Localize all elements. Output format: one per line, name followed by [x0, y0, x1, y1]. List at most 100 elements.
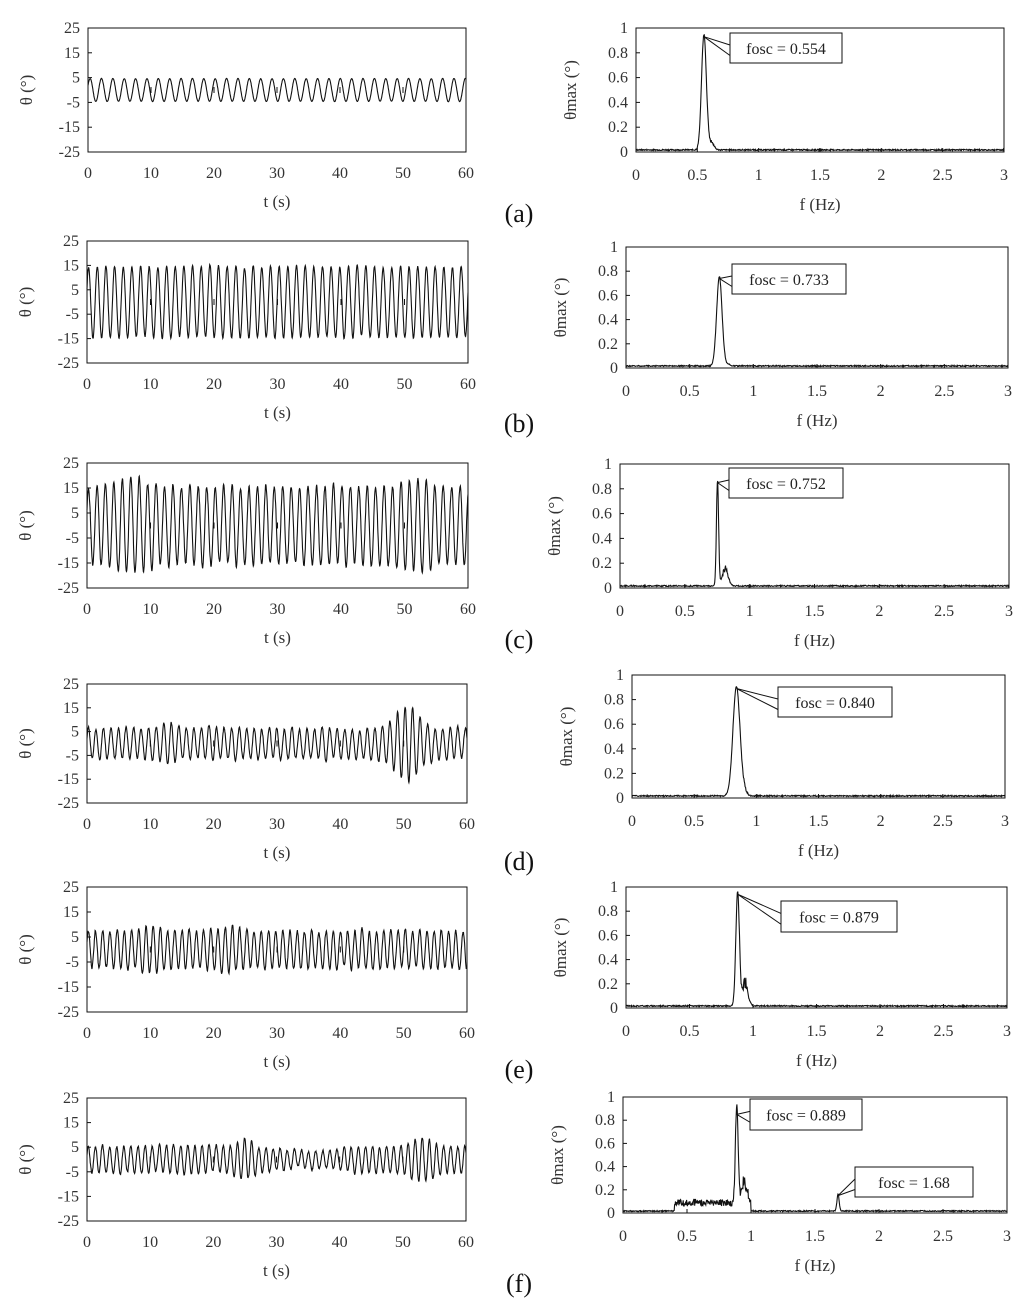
y-tick-label: 0.6 — [608, 70, 628, 87]
y-tick-label: -25 — [58, 1004, 79, 1021]
x-tick-label: 2 — [875, 1228, 883, 1245]
time-series-line — [86, 1137, 467, 1183]
spectrum-chart: 1 0.8 0.6 0.4 0.2 00 0.5 1 1.5 2 2.5 3 θmax (°) f (Hz… — [551, 879, 1011, 1070]
y-tick-label: -15 — [58, 771, 79, 788]
x-tick-label: 30 — [269, 816, 285, 833]
x-tick-label: 3 — [1003, 1023, 1011, 1040]
x-tick-label: 60 — [458, 165, 474, 182]
x-axis-label: t (s) — [264, 192, 291, 211]
callout-leader — [736, 688, 779, 700]
callout-leader — [717, 482, 730, 491]
spectrum-chart: 1 0.8 0.6 0.4 0.2 00 0.5 1 1.5 2 2.5 3 θmax (°) f (Hz… — [557, 667, 1009, 860]
y-axis-label: θmax (°) — [548, 1125, 567, 1185]
y-tick-label: 15 — [63, 700, 79, 717]
y-tick-label: -25 — [58, 795, 79, 812]
time-series-chart: 25 15 5 -5 -15 -250 10 20 30 40 50 60 θ (°) t (s) — [16, 676, 475, 862]
x-tick-label: 50 — [396, 1025, 412, 1042]
y-tick-label: -25 — [58, 355, 79, 372]
y-tick-label: 0.4 — [595, 1159, 615, 1176]
panel-label: (e) — [505, 1055, 534, 1084]
y-tick-label: -15 — [58, 1188, 79, 1205]
x-tick-label: 40 — [332, 165, 348, 182]
y-axis-label: θmax (°) — [551, 918, 570, 978]
x-tick-label: 60 — [459, 816, 475, 833]
y-tick-label: 25 — [63, 1090, 79, 1107]
callout-leader — [737, 893, 782, 914]
x-tick-label: 3 — [1004, 383, 1012, 400]
time-series-chart: 25 15 5 -5 -15 -250 10 20 30 40 50 60 θ (°) t (s) — [16, 1090, 474, 1280]
x-tick-label: 50 — [395, 1234, 411, 1251]
y-tick-label: 15 — [63, 257, 79, 274]
x-tick-label: 0.5 — [677, 1228, 697, 1245]
x-tick-label: 1 — [749, 383, 757, 400]
x-axis-label: f (Hz) — [794, 631, 835, 650]
spectrum-line — [625, 276, 1009, 369]
x-axis-label: f (Hz) — [798, 841, 839, 860]
x-axis-label: t (s) — [263, 1261, 290, 1280]
y-tick-label: 25 — [64, 20, 80, 37]
y-tick-label: -25 — [58, 580, 79, 597]
y-tick-label: 15 — [64, 45, 80, 62]
annotation-box — [729, 32, 843, 64]
time-series-line — [87, 77, 467, 103]
spectrum-line — [635, 33, 1005, 153]
y-tick-label: 15 — [63, 1115, 79, 1132]
x-tick-label: 30 — [269, 1025, 285, 1042]
x-tick-label: 40 — [333, 601, 349, 618]
x-tick-label: 1 — [749, 1023, 757, 1040]
y-tick-label: 25 — [63, 879, 79, 896]
time-series-line — [86, 474, 469, 575]
spectrum-line — [619, 480, 1010, 589]
y-tick-label: -25 — [59, 144, 80, 161]
x-tick-label: 2.5 — [934, 1023, 954, 1040]
x-tick-label: 60 — [459, 1025, 475, 1042]
x-tick-label: 2 — [877, 383, 885, 400]
x-tick-label: 0 — [83, 376, 91, 393]
x-axis-label: f (Hz) — [799, 195, 840, 214]
x-tick-label: 1 — [746, 603, 754, 620]
x-tick-label: 20 — [206, 1025, 222, 1042]
x-tick-label: 1.5 — [807, 383, 827, 400]
annotation-label: fosc = 0.554 — [746, 41, 826, 58]
x-tick-label: 0.5 — [684, 813, 704, 830]
x-tick-label: 20 — [206, 816, 222, 833]
y-axis-label: θ (°) — [16, 1144, 35, 1175]
y-tick-label: -5 — [66, 306, 79, 323]
y-tick-label: 0.6 — [598, 287, 618, 304]
y-axis-label: θmax (°) — [545, 496, 564, 556]
x-axis-label: f (Hz) — [794, 1256, 835, 1275]
x-tick-label: 50 — [396, 816, 412, 833]
x-axis-label: f (Hz) — [796, 411, 837, 430]
time-series-chart: 25 15 5 -5 -15 -250 10 20 30 40 50 60 θ (°) t (s) — [17, 20, 474, 211]
x-tick-label: 20 — [206, 376, 222, 393]
y-tick-label: 1 — [607, 1089, 615, 1106]
x-tick-label: 0 — [83, 1025, 91, 1042]
annotation-label: fosc = 0.752 — [746, 476, 826, 493]
y-tick-label: 0.8 — [598, 263, 618, 280]
callout-leader — [736, 1113, 751, 1123]
callout-leader — [737, 893, 782, 925]
x-tick-label: 0 — [84, 165, 92, 182]
y-tick-label: 1 — [610, 239, 618, 256]
callout-leader — [719, 275, 733, 279]
y-tick-label: 0.2 — [598, 336, 618, 353]
y-tick-label: 0.2 — [608, 119, 628, 136]
panel-label: (d) — [504, 847, 534, 876]
y-axis-label: θmax (°) — [551, 278, 570, 338]
y-tick-label: 5 — [71, 505, 79, 522]
x-tick-label: 0 — [632, 167, 640, 184]
x-tick-label: 0 — [616, 603, 624, 620]
x-tick-label: 40 — [332, 1234, 348, 1251]
y-tick-label: 1 — [610, 879, 618, 896]
x-tick-label: 1.5 — [810, 167, 830, 184]
y-tick-label: -5 — [66, 1164, 79, 1181]
annotation-label: fosc = 0.733 — [749, 272, 829, 289]
y-tick-label: 5 — [71, 282, 79, 299]
y-tick-label: 0.4 — [592, 530, 612, 547]
y-tick-label: 0.8 — [608, 45, 628, 62]
panel-label: (a) — [505, 199, 534, 228]
time-series-chart: 25 15 5 -5 -15 -250 10 20 30 40 50 60 θ (°) t (s) — [16, 233, 476, 422]
callout-leader — [736, 1110, 751, 1115]
y-axis-label: θ (°) — [16, 934, 35, 965]
